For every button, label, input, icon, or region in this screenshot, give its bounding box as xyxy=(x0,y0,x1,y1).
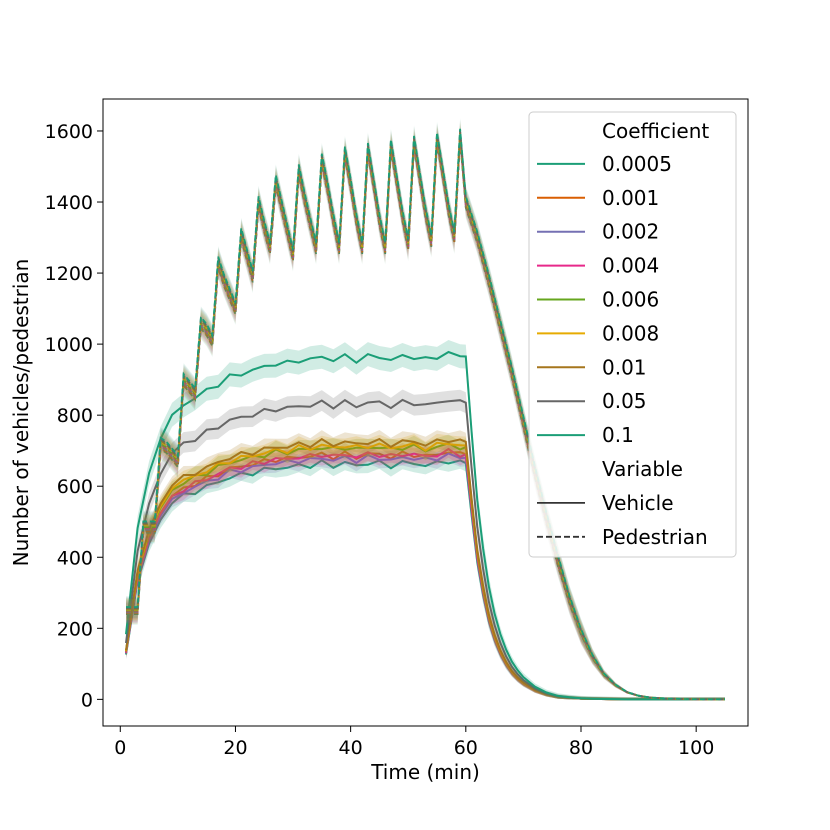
legend-box xyxy=(528,111,737,558)
legend-label-0.002: 0.002 xyxy=(602,220,659,244)
legend-label-vehicle: Vehicle xyxy=(602,491,674,515)
y-axis-label: Number of vehicles/pedestrian xyxy=(9,259,33,567)
y-tick-label-200: 200 xyxy=(57,618,93,640)
legend-title-variable: Variable xyxy=(602,457,683,481)
y-tick-label-0: 0 xyxy=(81,689,93,711)
x-axis-label: Time (min) xyxy=(370,760,480,784)
legend-label-0.05: 0.05 xyxy=(602,389,647,413)
y-tick-label-1200: 1200 xyxy=(45,263,93,285)
y-tick-label-400: 400 xyxy=(57,547,93,569)
y-tick-label-1600: 1600 xyxy=(45,121,93,143)
legend: Coefficient 0.0005 0.001 0.002 0.004 0.006 0.0… xyxy=(528,111,737,558)
plot-frame xyxy=(102,98,749,727)
legend-label-0.001: 0.001 xyxy=(602,186,659,210)
x-tick-label-100: 100 xyxy=(678,737,714,759)
axes: 0 20 40 60 80 1000200400600800100012001400160… xyxy=(45,98,749,759)
vehicle-line-0.1 xyxy=(125,350,725,701)
x-tick-label-0: 0 xyxy=(114,737,126,759)
x-tick-label-60: 60 xyxy=(454,737,478,759)
y-tick-label-1400: 1400 xyxy=(45,192,93,214)
y-tick-label-1000: 1000 xyxy=(45,334,93,356)
x-tick-label-80: 80 xyxy=(569,737,593,759)
legend-label-pedestrian: Pedestrian xyxy=(602,525,708,549)
legend-title-coefficient: Coefficient xyxy=(602,119,709,143)
legend-label-0.0005: 0.0005 xyxy=(602,152,672,176)
legend-label-0.01: 0.01 xyxy=(602,355,647,379)
legend-label-0.1: 0.1 xyxy=(602,423,634,447)
x-tick-label-40: 40 xyxy=(339,737,363,759)
legend-label-0.006: 0.006 xyxy=(602,288,659,312)
legend-label-0.004: 0.004 xyxy=(602,254,659,278)
y-tick-label-600: 600 xyxy=(57,476,93,498)
x-tick-label-20: 20 xyxy=(223,737,247,759)
legend-label-0.008: 0.008 xyxy=(602,321,659,345)
y-tick-label-800: 800 xyxy=(57,405,93,427)
